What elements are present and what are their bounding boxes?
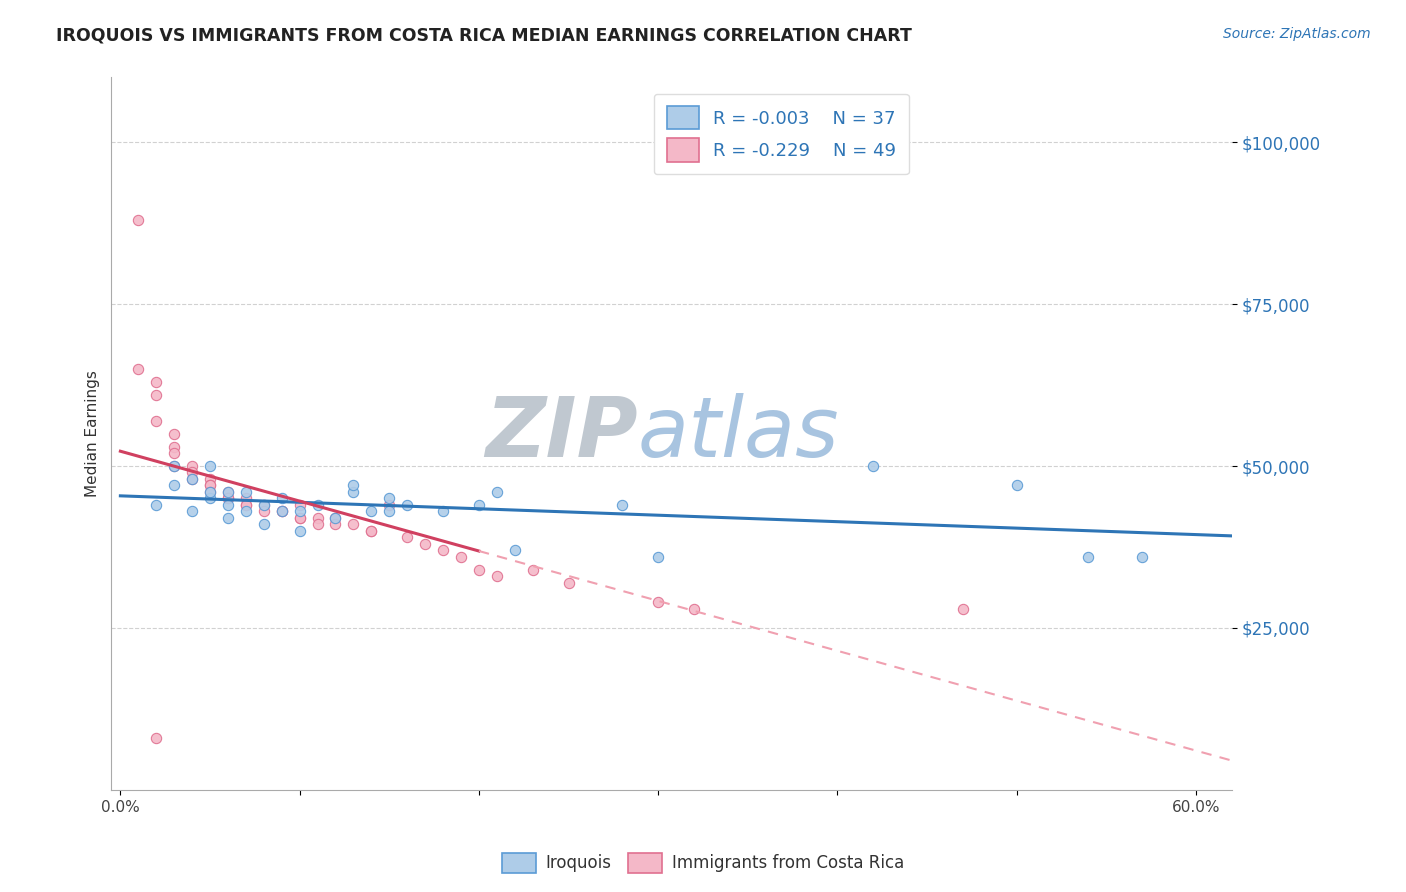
Point (647, 549, 669, 564)
Legend: R = -0.003    N = 37, R = -0.229    N = 49: R = -0.003 N = 37, R = -0.229 N = 49 (654, 94, 910, 174)
Point (198, 472, 221, 486)
Point (378, 504, 401, 518)
Point (198, 484, 221, 499)
Point (325, 511, 347, 525)
Point (360, 524, 382, 538)
Point (253, 517, 276, 532)
Point (1077, 549, 1099, 564)
Point (270, 504, 292, 518)
Point (342, 478, 364, 492)
Point (485, 484, 508, 499)
Point (217, 491, 239, 506)
Text: Source: ZipAtlas.com: Source: ZipAtlas.com (1223, 27, 1371, 41)
Legend: Iroquois, Immigrants from Costa Rica: Iroquois, Immigrants from Costa Rica (495, 847, 911, 880)
Point (198, 484, 221, 499)
Point (145, 414, 167, 428)
Point (522, 563, 544, 577)
Point (253, 504, 276, 518)
Point (288, 504, 311, 518)
Point (198, 478, 221, 492)
Point (163, 426, 186, 441)
Point (342, 484, 364, 499)
Text: atlas: atlas (638, 393, 839, 475)
Point (450, 549, 472, 564)
Point (378, 498, 401, 512)
Point (235, 504, 257, 518)
Point (288, 511, 311, 525)
Point (1005, 478, 1028, 492)
Point (468, 498, 491, 512)
Point (1130, 549, 1153, 564)
Point (253, 498, 276, 512)
Point (163, 478, 186, 492)
Point (952, 601, 974, 615)
Point (235, 498, 257, 512)
Point (145, 498, 167, 512)
Point (181, 458, 204, 473)
Text: ZIP: ZIP (485, 393, 638, 475)
Text: IROQUOIS VS IMMIGRANTS FROM COSTA RICA MEDIAN EARNINGS CORRELATION CHART: IROQUOIS VS IMMIGRANTS FROM COSTA RICA M… (56, 27, 912, 45)
Point (163, 458, 186, 473)
Point (270, 504, 292, 518)
Point (485, 569, 508, 583)
Point (198, 478, 221, 492)
Point (198, 491, 221, 506)
Point (557, 575, 579, 590)
Point (181, 466, 204, 480)
Point (127, 362, 149, 376)
Point (503, 543, 526, 558)
Point (235, 484, 257, 499)
Point (307, 517, 329, 532)
Point (198, 458, 221, 473)
Point (145, 375, 167, 389)
Point (378, 491, 401, 506)
Point (360, 504, 382, 518)
Point (288, 511, 311, 525)
Point (217, 491, 239, 506)
Point (163, 440, 186, 454)
Y-axis label: Median Earnings: Median Earnings (86, 370, 100, 497)
Point (396, 498, 419, 512)
Point (325, 511, 347, 525)
Point (612, 498, 634, 512)
Point (396, 530, 419, 544)
Point (217, 484, 239, 499)
Point (145, 388, 167, 402)
Point (181, 472, 204, 486)
Point (235, 491, 257, 506)
Point (253, 498, 276, 512)
Point (270, 504, 292, 518)
Point (217, 484, 239, 499)
Point (181, 504, 204, 518)
Point (145, 731, 167, 745)
Point (288, 524, 311, 538)
Point (235, 498, 257, 512)
Point (307, 511, 329, 525)
Point (270, 491, 292, 506)
Point (862, 458, 884, 473)
Point (683, 601, 706, 615)
Point (217, 498, 239, 512)
Point (342, 517, 364, 532)
Point (288, 498, 311, 512)
Point (432, 543, 454, 558)
Point (307, 498, 329, 512)
Point (163, 446, 186, 460)
Point (163, 458, 186, 473)
Point (217, 511, 239, 525)
Point (432, 504, 454, 518)
Point (468, 563, 491, 577)
Point (127, 213, 149, 227)
Point (360, 524, 382, 538)
Point (413, 537, 436, 551)
Point (325, 517, 347, 532)
Point (181, 472, 204, 486)
Point (647, 595, 669, 609)
